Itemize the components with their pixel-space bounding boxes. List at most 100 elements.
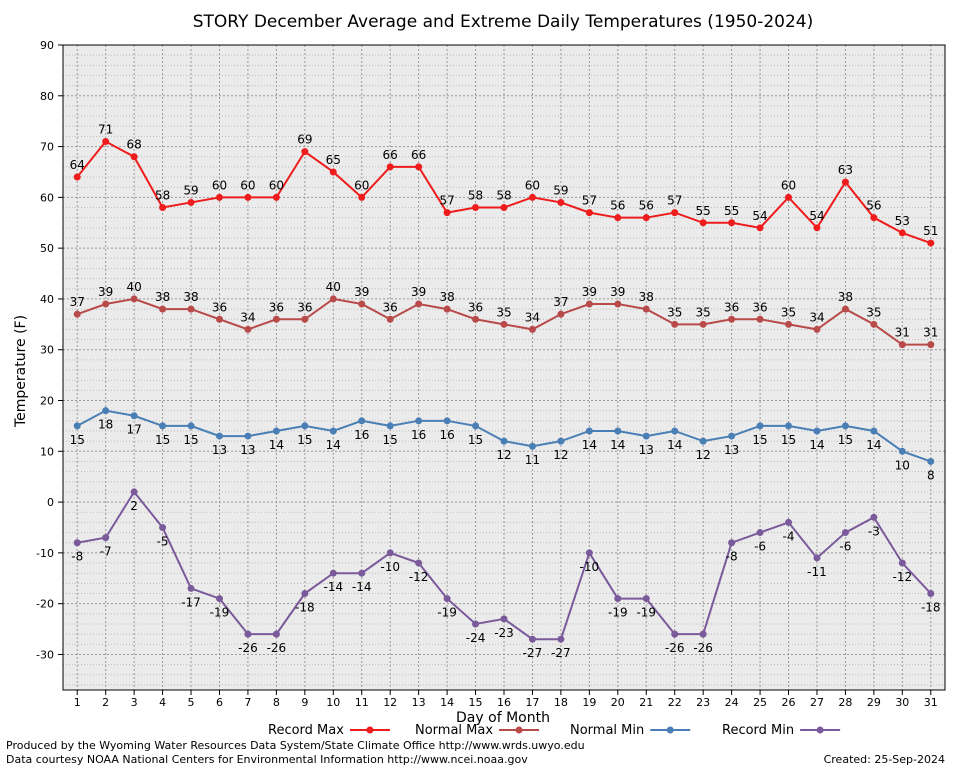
data-point bbox=[415, 559, 423, 567]
data-point bbox=[386, 422, 394, 430]
data-label: 15 bbox=[155, 433, 170, 447]
legend-marker bbox=[366, 726, 374, 734]
data-point bbox=[614, 595, 622, 603]
data-label: 36 bbox=[212, 300, 227, 314]
data-point bbox=[671, 630, 679, 638]
data-point bbox=[671, 209, 679, 217]
data-label: 34 bbox=[240, 310, 255, 324]
x-tick-label: 28 bbox=[838, 696, 852, 709]
data-point bbox=[756, 422, 764, 430]
x-tick-label: 11 bbox=[355, 696, 369, 709]
data-point bbox=[386, 315, 394, 323]
data-label: 31 bbox=[923, 326, 938, 340]
data-label: -24 bbox=[466, 631, 486, 645]
data-label: 60 bbox=[212, 178, 227, 192]
data-label: 12 bbox=[696, 448, 711, 462]
data-point bbox=[642, 595, 650, 603]
data-point bbox=[329, 427, 337, 435]
data-point bbox=[870, 214, 878, 222]
data-label: 36 bbox=[468, 300, 483, 314]
data-point bbox=[443, 209, 451, 217]
data-label: 38 bbox=[838, 290, 853, 304]
data-point bbox=[358, 300, 366, 308]
data-label: 66 bbox=[411, 148, 426, 162]
data-label: -11 bbox=[807, 565, 827, 579]
data-label: 37 bbox=[553, 295, 568, 309]
data-label: 38 bbox=[639, 290, 654, 304]
y-axis-label: Temperature (F) bbox=[13, 315, 29, 428]
data-label: 57 bbox=[439, 194, 454, 208]
data-label: 35 bbox=[781, 305, 796, 319]
data-point bbox=[159, 204, 167, 212]
data-label: 8 bbox=[927, 468, 935, 482]
data-point bbox=[557, 635, 565, 643]
x-tick-label: 25 bbox=[753, 696, 767, 709]
data-point bbox=[728, 432, 736, 440]
data-point bbox=[813, 224, 821, 232]
data-label: 34 bbox=[809, 310, 824, 324]
data-label: 31 bbox=[895, 326, 910, 340]
data-point bbox=[244, 630, 252, 638]
data-label: 55 bbox=[696, 204, 711, 218]
data-label: 60 bbox=[525, 178, 540, 192]
data-point bbox=[187, 422, 195, 430]
x-tick-label: 3 bbox=[131, 696, 138, 709]
data-label: 54 bbox=[752, 209, 767, 223]
data-label: 13 bbox=[724, 443, 739, 457]
data-label: 35 bbox=[866, 305, 881, 319]
data-label: 39 bbox=[411, 285, 426, 299]
data-point bbox=[472, 422, 480, 430]
data-point bbox=[500, 320, 508, 328]
data-label: 59 bbox=[183, 183, 198, 197]
y-tick-label: -30 bbox=[36, 648, 54, 661]
data-point bbox=[272, 193, 280, 201]
data-point bbox=[699, 630, 707, 638]
x-tick-label: 17 bbox=[525, 696, 539, 709]
y-tick-label: 30 bbox=[40, 344, 54, 357]
data-point bbox=[528, 325, 536, 333]
data-label: 66 bbox=[383, 148, 398, 162]
data-point bbox=[500, 204, 508, 212]
data-point bbox=[841, 178, 849, 186]
data-point bbox=[699, 219, 707, 227]
legend-marker bbox=[816, 726, 824, 734]
data-point bbox=[215, 432, 223, 440]
data-point bbox=[870, 427, 878, 435]
data-point bbox=[130, 295, 138, 303]
data-label: -5 bbox=[157, 534, 169, 548]
data-label: -14 bbox=[323, 580, 343, 594]
x-tick-label: 9 bbox=[301, 696, 308, 709]
data-point bbox=[415, 417, 423, 425]
x-tick-label: 24 bbox=[725, 696, 739, 709]
x-tick-label: 30 bbox=[895, 696, 909, 709]
chart-title: STORY December Average and Extreme Daily… bbox=[193, 12, 813, 32]
data-label: 56 bbox=[639, 199, 654, 213]
data-label: 36 bbox=[297, 300, 312, 314]
data-label: -12 bbox=[409, 570, 429, 584]
credit-line-2: Data courtesy NOAA National Centers for … bbox=[6, 753, 528, 766]
data-point bbox=[927, 341, 935, 349]
data-label: 58 bbox=[155, 189, 170, 203]
data-label: 34 bbox=[525, 310, 540, 324]
data-label: -26 bbox=[238, 641, 258, 655]
data-label: 69 bbox=[297, 133, 312, 147]
y-tick-label: 0 bbox=[47, 496, 54, 509]
legend-label: Record Min bbox=[722, 723, 794, 738]
data-point bbox=[358, 569, 366, 577]
data-label: -10 bbox=[380, 560, 400, 574]
data-label: 12 bbox=[496, 448, 511, 462]
data-label: 10 bbox=[895, 458, 910, 472]
data-label: -7 bbox=[100, 545, 112, 559]
legend: Record Max Normal Max Normal Min Record Min bbox=[268, 723, 841, 738]
x-tick-label: 26 bbox=[782, 696, 796, 709]
data-point bbox=[130, 488, 138, 496]
data-point bbox=[927, 590, 935, 598]
data-label: -6 bbox=[839, 540, 851, 554]
data-point bbox=[585, 549, 593, 557]
data-label: -12 bbox=[893, 570, 913, 584]
data-point bbox=[73, 539, 81, 547]
data-point bbox=[642, 214, 650, 222]
data-point bbox=[898, 447, 906, 455]
data-point bbox=[557, 310, 565, 318]
